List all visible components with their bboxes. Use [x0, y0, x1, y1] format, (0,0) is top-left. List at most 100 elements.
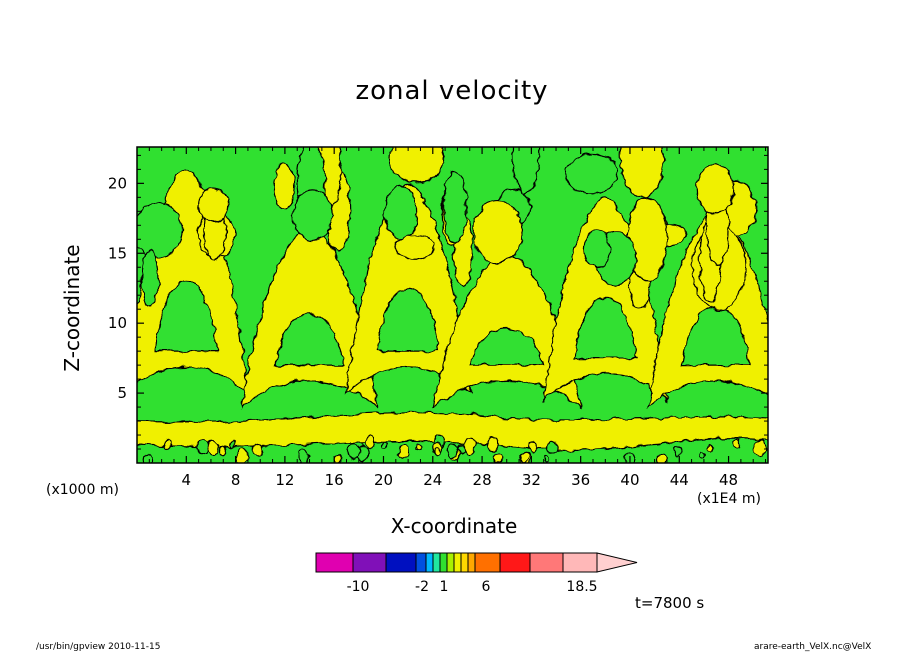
contour-cell [383, 186, 419, 239]
colorbar-tick-label: 1 [440, 579, 449, 595]
colorbar-swatch [439, 552, 448, 573]
contour-cell [472, 200, 523, 264]
x-unit-note: (x1E4 m) [697, 491, 761, 507]
x-tick-label: 48 [719, 471, 738, 489]
x-tick-label: 12 [275, 471, 294, 489]
contour-lobe-negative [573, 296, 637, 359]
contour-cell [696, 164, 735, 215]
contour-cell-small [546, 439, 557, 454]
y-tick-label: 10 [108, 314, 127, 332]
colorbar-swatch [315, 552, 354, 573]
contour-cell [273, 162, 295, 210]
contour-cell [395, 234, 436, 260]
contour-cell-small [753, 439, 766, 457]
plot-frame [136, 146, 769, 464]
contour-cell-small [347, 443, 361, 461]
colorbar-swatch [474, 552, 501, 573]
contour-lobe-negative [376, 287, 440, 352]
colorbar-swatch [529, 552, 564, 573]
colorbar-tick-label: -10 [347, 579, 370, 595]
x-tick-label: 36 [571, 471, 590, 489]
colorbar-tick-label: -2 [415, 579, 429, 595]
x-tick-label: 44 [670, 471, 689, 489]
contour-cell [564, 153, 619, 195]
contour-cell-small [447, 443, 458, 459]
contour-cell-small [416, 443, 422, 450]
chart-title: zonal velocity [355, 76, 549, 106]
contour-cell-small [673, 445, 682, 457]
contour-cell-small [252, 443, 263, 457]
colorbar-swatch [460, 552, 469, 573]
axis-ticks [137, 147, 768, 463]
contour-cell-small [397, 444, 409, 459]
colorbar-swatch [467, 552, 476, 573]
contour-lobe-negative [154, 280, 218, 352]
contour-cell [443, 171, 468, 243]
colorbar-extend-arrow [596, 552, 638, 573]
contour-cell-small [528, 440, 538, 454]
contour-cell-small [163, 438, 173, 450]
x-axis-label: X-coordinate [0, 514, 904, 538]
colorbar-swatch [425, 552, 434, 573]
contour-band-low [137, 411, 768, 451]
colorbar-swatch [352, 552, 387, 573]
contour-cell-small [218, 445, 228, 458]
contour-cell [141, 249, 159, 308]
contour-cell [292, 189, 333, 242]
y-tick-label: 15 [108, 244, 127, 262]
velocity-field [137, 147, 768, 463]
contour-cell-small [520, 451, 531, 463]
contour-cell [583, 230, 611, 269]
contour-cell [137, 202, 184, 259]
x-tick-label: 28 [473, 471, 492, 489]
x-tick-label: 40 [620, 471, 639, 489]
contour-cell-small [142, 453, 152, 463]
contour-cell-small [434, 447, 442, 458]
contour-cell-small [732, 438, 741, 450]
contour-cell-small [206, 438, 219, 456]
x-tick-label: 16 [325, 471, 344, 489]
y-axis-label: Z-coordinate [60, 244, 84, 372]
contour-cell-small [334, 452, 344, 463]
contour-cell-small [365, 435, 376, 450]
contour-cell-small [707, 444, 714, 453]
footer-right: arare-earth_VelX.nc@VelX [754, 642, 872, 652]
contour-cell-small [297, 448, 310, 463]
y-tick-label: 20 [108, 174, 127, 192]
contour-cell [388, 147, 445, 183]
colorbar-tick-label: 6 [482, 579, 491, 595]
y-tick-labels: 5 10 15 20 [108, 174, 127, 402]
y-unit-note: (x1000 m) [46, 482, 119, 498]
x-tick-label: 32 [522, 471, 541, 489]
time-label: t=7800 s [635, 594, 705, 612]
contour-cell-small [486, 436, 499, 453]
contour-cell-small [381, 442, 388, 450]
colorbar-swatch [499, 552, 531, 573]
contour-cell-small [699, 451, 706, 460]
colorbar-swatch [415, 552, 427, 573]
plot-area [137, 147, 768, 463]
colorbar-swatch [562, 552, 598, 573]
colorbar-swatch [385, 552, 417, 573]
contour-cell-small [229, 441, 235, 448]
x-axis-label-text: X-coordinate [390, 514, 518, 538]
contour-cell-small [656, 452, 667, 463]
contour-cell-small [493, 452, 502, 463]
colorbar [315, 552, 638, 573]
contour-cell [198, 187, 230, 224]
contour-lobe-negative [274, 313, 345, 366]
x-tick-label: 4 [182, 471, 192, 489]
x-tick-labels: 4 8 12 16 20 24 28 32 36 40 44 48 [182, 471, 739, 489]
colorbar-tick-label: 18.5 [566, 579, 597, 595]
contour-cell [619, 147, 665, 198]
colorbar-swatch [432, 552, 441, 573]
colorbar-tick-labels: -10 -2 1 6 18.5 [347, 579, 598, 595]
x-tick-label: 8 [231, 471, 241, 489]
x-tick-label: 24 [423, 471, 442, 489]
x-tick-label: 20 [374, 471, 393, 489]
colorbar-swatch [446, 552, 455, 573]
footer-left: /usr/bin/gpview 2010-11-15 [36, 642, 161, 652]
contour-cell [511, 147, 540, 194]
y-tick-label: 5 [117, 384, 127, 402]
